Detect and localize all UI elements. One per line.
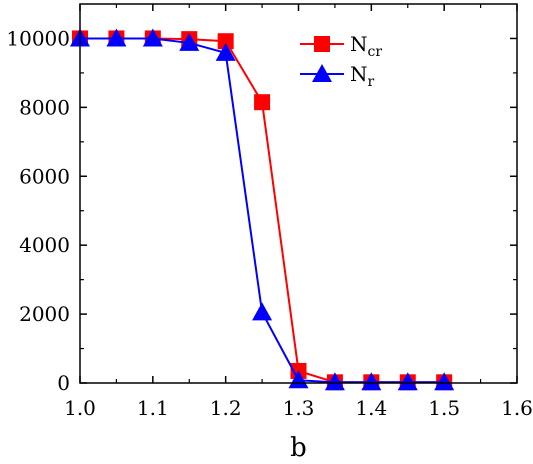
legend-marker [314, 36, 330, 52]
x-tick-label: 1.3 [283, 396, 315, 420]
y-tick-label: 10000 [6, 26, 70, 50]
x-axis-title: b [290, 433, 307, 463]
legend-label: Ncr [350, 32, 382, 60]
y-tick-label: 4000 [19, 233, 70, 257]
y-tick-label: 8000 [19, 95, 70, 119]
data-point [106, 28, 127, 47]
tick-labels: 1.0 1.1 1.2 1.3 1.4 1.5 1.6 0 2000 4000 6000 8000 10… [6, 26, 533, 420]
y-tick-label: 2000 [19, 302, 70, 326]
x-tick-label: 1.4 [355, 396, 387, 420]
axis-ticks [79, 4, 518, 384]
x-tick-label: 1.1 [137, 396, 169, 420]
y-tick-label: 0 [57, 371, 70, 395]
x-tick-label: 1.2 [210, 396, 242, 420]
series-line [80, 37, 445, 384]
legend-item: Nr [300, 62, 375, 90]
series-N-r [70, 28, 455, 391]
series-layer [70, 28, 455, 391]
x-tick-label: 1.5 [428, 396, 460, 420]
data-point [254, 94, 271, 111]
y-tick-label: 6000 [19, 164, 70, 188]
data-point [324, 372, 345, 391]
data-point [361, 372, 382, 391]
data-point [434, 372, 455, 391]
data-point [217, 33, 234, 50]
series-line [80, 37, 445, 384]
data-point [252, 302, 273, 321]
x-tick-label: 1.6 [501, 396, 533, 420]
data-point [397, 372, 418, 391]
legend-item: Ncr [300, 32, 382, 60]
legend-label: Nr [350, 62, 375, 90]
x-tick-label: 1.0 [64, 396, 96, 420]
data-point [179, 32, 200, 51]
legend-label-subscript: r [368, 74, 375, 90]
data-point [215, 42, 236, 61]
series-N-cr [72, 30, 453, 391]
data-point [142, 28, 163, 47]
legend-marker [312, 64, 332, 82]
plot-frame [79, 3, 518, 384]
legend-label-subscript: cr [368, 44, 383, 60]
